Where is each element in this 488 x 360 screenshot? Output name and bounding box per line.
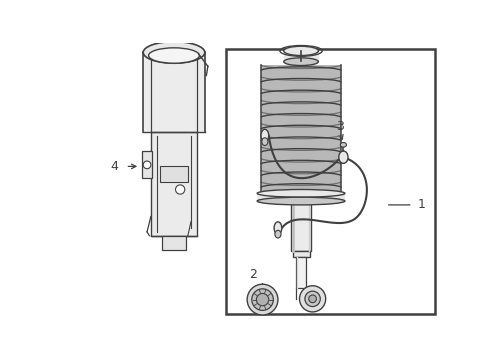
- Bar: [226, 49, 434, 314]
- Ellipse shape: [257, 197, 344, 205]
- Bar: [295, 257, 306, 288]
- Bar: [143, 53, 204, 132]
- Circle shape: [305, 291, 320, 306]
- Bar: [162, 236, 185, 249]
- Text: 2: 2: [249, 268, 257, 281]
- Bar: [290, 201, 310, 251]
- Ellipse shape: [143, 42, 204, 63]
- Bar: [151, 132, 197, 236]
- Bar: [257, 193, 344, 201]
- Circle shape: [251, 289, 273, 310]
- Ellipse shape: [338, 151, 347, 163]
- Ellipse shape: [274, 230, 281, 238]
- Bar: [292, 251, 309, 257]
- Text: 1: 1: [417, 198, 425, 211]
- Ellipse shape: [257, 189, 344, 197]
- Ellipse shape: [261, 129, 268, 141]
- Ellipse shape: [148, 48, 199, 63]
- Bar: [284, 51, 318, 62]
- Text: 3: 3: [335, 120, 343, 133]
- Text: 4: 4: [111, 160, 119, 173]
- Bar: [142, 151, 152, 178]
- Circle shape: [175, 185, 184, 194]
- Circle shape: [299, 286, 325, 312]
- Ellipse shape: [261, 138, 267, 145]
- Ellipse shape: [274, 222, 281, 234]
- Bar: [160, 166, 187, 182]
- Ellipse shape: [283, 58, 318, 66]
- Circle shape: [246, 284, 277, 315]
- Circle shape: [308, 295, 316, 303]
- Bar: [261, 65, 341, 193]
- Circle shape: [143, 161, 151, 169]
- Circle shape: [256, 293, 268, 306]
- Ellipse shape: [283, 46, 318, 55]
- Ellipse shape: [340, 143, 346, 147]
